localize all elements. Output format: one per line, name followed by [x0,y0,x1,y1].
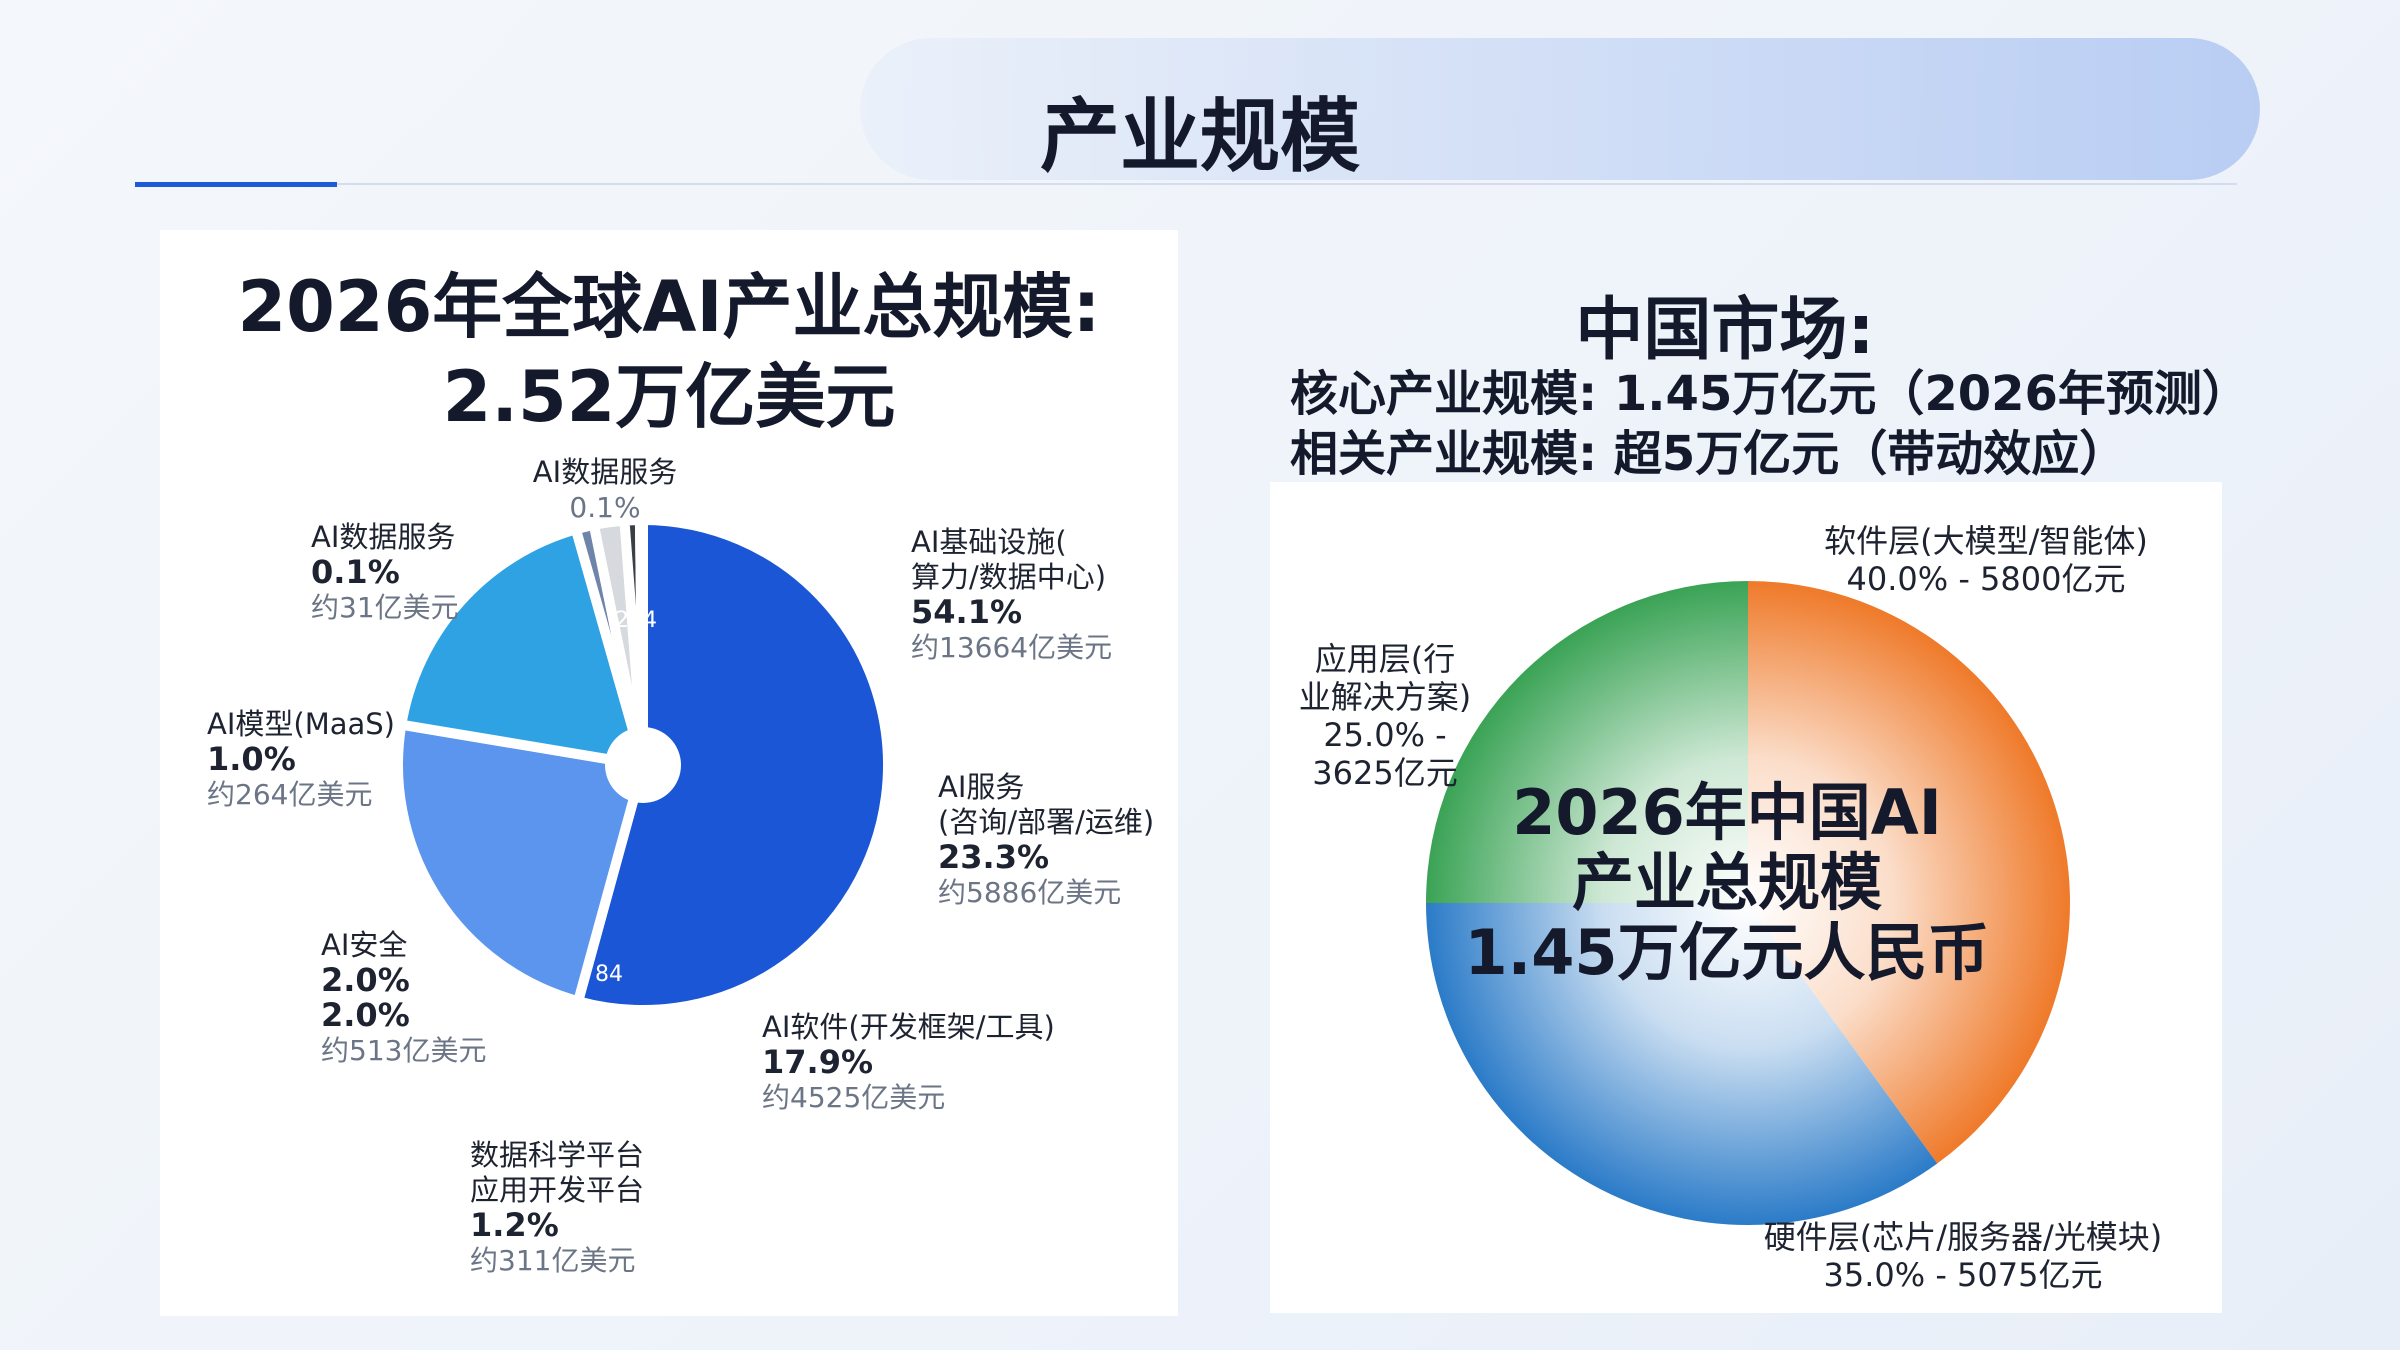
slice-amount: 约13664亿美元 [911,631,1113,664]
pie-slice [393,718,650,1008]
slice-label: 应用层(行 业解决方案) 25.0% - 3625亿元 [1135,640,1635,792]
page-title: 产业规模 [1040,90,1360,183]
header-band [860,38,2260,180]
slice-name: 软件层(大模型/智能体) [1824,522,2148,560]
slice-value: 17.9% [762,1043,874,1081]
slice-amount: 约5886亿美元 [938,876,1122,909]
header-rule [135,182,337,187]
slice-value: 2.0% [321,961,410,999]
pie-slice [395,523,650,772]
center-label: 2026年中国AI 产业总规模 1.45万亿元人民币 [1464,776,1990,989]
slice-label: 数据科学平台 应用开发平台 1.2% 约311亿美元 [470,1138,644,1278]
slice-name: AI模型(MaaS) [207,707,395,741]
right-title: 中国市场: [1575,291,1875,370]
pie-slice [636,514,648,766]
slice-value: 1.0% [207,740,296,778]
slice-amount: 约311亿美元 [470,1244,636,1277]
slice-name: AI软件(开发框架/工具) [762,1010,1055,1044]
slice-value: 35.0% - 5075亿元 [1823,1256,2103,1294]
slice-name: 硬件层(芯片/服务器/光模块) [1763,1218,2163,1256]
slice-value: 1.2% [470,1206,559,1244]
slice-value: 40.0% - 5800亿元 [1846,560,2126,598]
slice-name: AI基础设施( 算力/数据中心) [911,525,1107,594]
right-subtitle: 核心产业规模: 1.45万亿元（2026年预测） [1290,366,2250,422]
slice-amount: 约513亿美元 [321,1034,487,1067]
center-glow [1426,581,2070,1225]
slice-value: 25.0% - 3625亿元 [1312,716,1458,792]
annotation: 264 [615,608,657,633]
slice-value: 0.1% [569,491,641,524]
slice-amount: 约31亿美元 [311,591,459,624]
slice-value: 23.3% [938,838,1050,876]
slice-amount: 约4525亿美元 [762,1081,946,1114]
slice-label: AI数据服务 0.1% 约31亿美元 [311,520,459,625]
slice-value: 0.1% [311,553,400,591]
pie-slice [572,514,894,1015]
slice-label: AI数据服务 0.1% [455,455,755,525]
slice-amount: 约264亿美元 [207,778,373,811]
slice-label: AI服务 (咨询/部署/运维) 23.3% 约5886亿美元 [938,770,1154,910]
slice-label: 硬件层(芯片/服务器/光模块) 35.0% - 5075亿元 [1713,1218,2213,1294]
slice-name: 数据科学平台 应用开发平台 [470,1138,645,1207]
pie-hole [605,727,681,803]
right-subtitle: 相关产业规模: 超5万亿元（带动效应） [1290,426,2128,482]
header-divider [337,183,2237,185]
slice-name: 应用层(行 业解决方案) [1298,640,1472,716]
slice-name: AI安全 [321,928,408,962]
slice-value: 54.1% [911,593,1023,631]
slice-label: AI软件(开发框架/工具) 17.9% 约4525亿美元 [762,1010,1055,1115]
slice-name: AI数据服务 [532,455,678,489]
left-title: 2026年全球AI产业总规模: 2.52万亿美元 [237,266,1101,438]
slice-name: AI服务 (咨询/部署/运维) [938,770,1155,839]
slice-label: 软件层(大模型/智能体) 40.0% - 5800亿元 [1736,522,2236,598]
slice-label: AI模型(MaaS) 1.0% 约264亿美元 [207,707,395,812]
annotation: 84 [595,962,623,987]
slice-label: AI安全 2.0% 2.0% 约513亿美元 [321,928,486,1068]
annotation: 2.0% [321,996,410,1034]
slice-label: AI基础设施( 算力/数据中心) 54.1% 约13664亿美元 [911,525,1112,665]
slice-name: AI数据服务 [311,520,456,554]
